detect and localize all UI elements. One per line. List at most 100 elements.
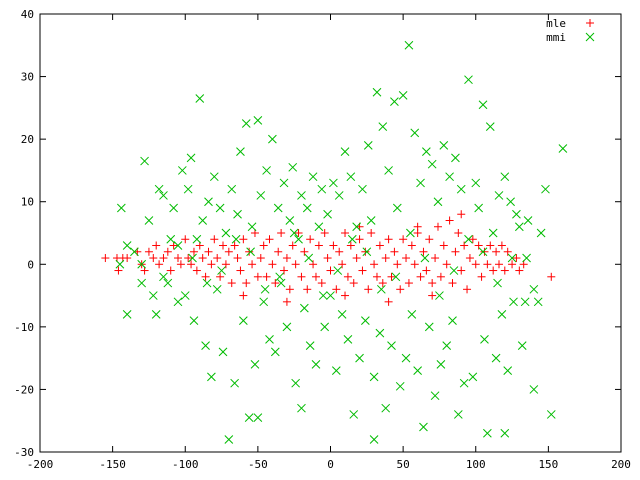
x-tick-label: 200: [611, 458, 631, 471]
point-mmi: [391, 272, 401, 282]
plot-frame: [39, 13, 622, 453]
point-mle: [189, 247, 198, 256]
point-mmi: [285, 216, 295, 225]
point-mmi: [451, 153, 460, 163]
point-mle: [451, 247, 460, 256]
point-mmi: [480, 335, 489, 344]
point-mle: [230, 241, 239, 250]
point-mmi: [260, 284, 270, 294]
point-mmi: [494, 191, 504, 200]
point-mmi: [215, 203, 225, 213]
point-mle: [335, 247, 344, 256]
point-mle: [277, 229, 286, 237]
point-mmi: [166, 234, 176, 244]
point-mle: [372, 272, 381, 281]
point-mmi: [198, 216, 208, 225]
point-mmi: [436, 360, 446, 369]
point-mmi: [448, 316, 457, 325]
point-mmi: [517, 341, 527, 350]
point-mmi: [398, 90, 408, 100]
point-mmi: [375, 328, 385, 338]
point-mmi: [381, 403, 391, 413]
point-mmi: [442, 341, 452, 350]
point-mle: [210, 235, 219, 244]
point-mmi: [471, 178, 481, 188]
point-mle: [436, 272, 445, 281]
point-mmi: [468, 372, 478, 382]
point-mmi: [331, 366, 341, 376]
point-mle: [285, 285, 294, 294]
point-mle: [303, 285, 312, 294]
y-tick-label: 30: [21, 71, 34, 84]
point-mmi: [180, 291, 190, 300]
point-mmi: [406, 228, 415, 238]
point-mle: [280, 266, 289, 275]
point-mmi: [201, 341, 210, 350]
point-mmi: [503, 366, 513, 376]
point-mmi: [300, 303, 309, 313]
point-mmi: [259, 297, 269, 307]
point-mmi: [478, 247, 488, 257]
point-mle: [317, 279, 326, 288]
point-mle: [239, 291, 248, 300]
point-mle: [477, 272, 486, 281]
point-mmi: [546, 410, 556, 419]
point-mle: [486, 241, 495, 250]
point-mle: [176, 260, 185, 269]
point-mmi: [464, 234, 473, 244]
point-mmi: [326, 291, 335, 300]
point-mmi: [507, 253, 517, 263]
point-mmi: [253, 413, 263, 422]
point-mmi: [177, 166, 187, 175]
point-mle: [508, 260, 517, 269]
point-mle: [422, 266, 431, 275]
point-mmi: [378, 122, 388, 131]
point-mle: [219, 241, 228, 250]
point-mmi: [366, 216, 376, 225]
point-mle: [155, 260, 164, 269]
point-mmi: [485, 122, 495, 131]
point-mle: [468, 235, 477, 244]
point-mle: [463, 285, 472, 294]
x-axis: -200 -150 -100 -50 0 50 100 150 200: [27, 14, 631, 471]
point-mmi: [392, 203, 402, 213]
point-mle: [352, 254, 361, 263]
point-mmi: [297, 403, 306, 413]
point-mmi: [320, 322, 330, 332]
point-mmi: [483, 428, 492, 438]
point-mle: [216, 272, 225, 281]
point-mle: [201, 272, 210, 281]
point-mmi: [474, 203, 484, 213]
legend-symbol-mle: [586, 19, 594, 27]
point-mmi: [273, 203, 283, 213]
point-mle: [166, 266, 175, 275]
point-mmi: [456, 184, 466, 194]
point-mmi: [390, 97, 399, 106]
point-mmi: [416, 178, 425, 188]
point-mle: [149, 254, 158, 263]
point-mle: [291, 260, 300, 269]
point-mmi: [230, 378, 239, 388]
x-tick-label: -200: [27, 458, 54, 471]
point-mle: [483, 260, 492, 269]
point-mle: [428, 291, 437, 300]
point-mle: [445, 216, 454, 225]
point-mle: [236, 266, 245, 275]
point-mmi: [488, 228, 498, 238]
point-mmi: [369, 435, 379, 444]
point-mle: [123, 254, 132, 263]
point-mmi: [529, 385, 539, 394]
point-mle: [221, 260, 230, 269]
point-mle: [358, 266, 367, 275]
point-mle: [163, 247, 172, 256]
point-mle: [101, 254, 110, 263]
point-mle: [494, 260, 503, 269]
point-mmi: [435, 291, 444, 300]
point-mle: [248, 260, 257, 269]
point-mle: [428, 279, 437, 288]
y-tick-label: -10: [14, 321, 34, 334]
point-mle: [433, 222, 442, 231]
point-mle: [480, 247, 489, 256]
point-mmi: [116, 203, 126, 213]
point-mmi: [401, 353, 411, 363]
